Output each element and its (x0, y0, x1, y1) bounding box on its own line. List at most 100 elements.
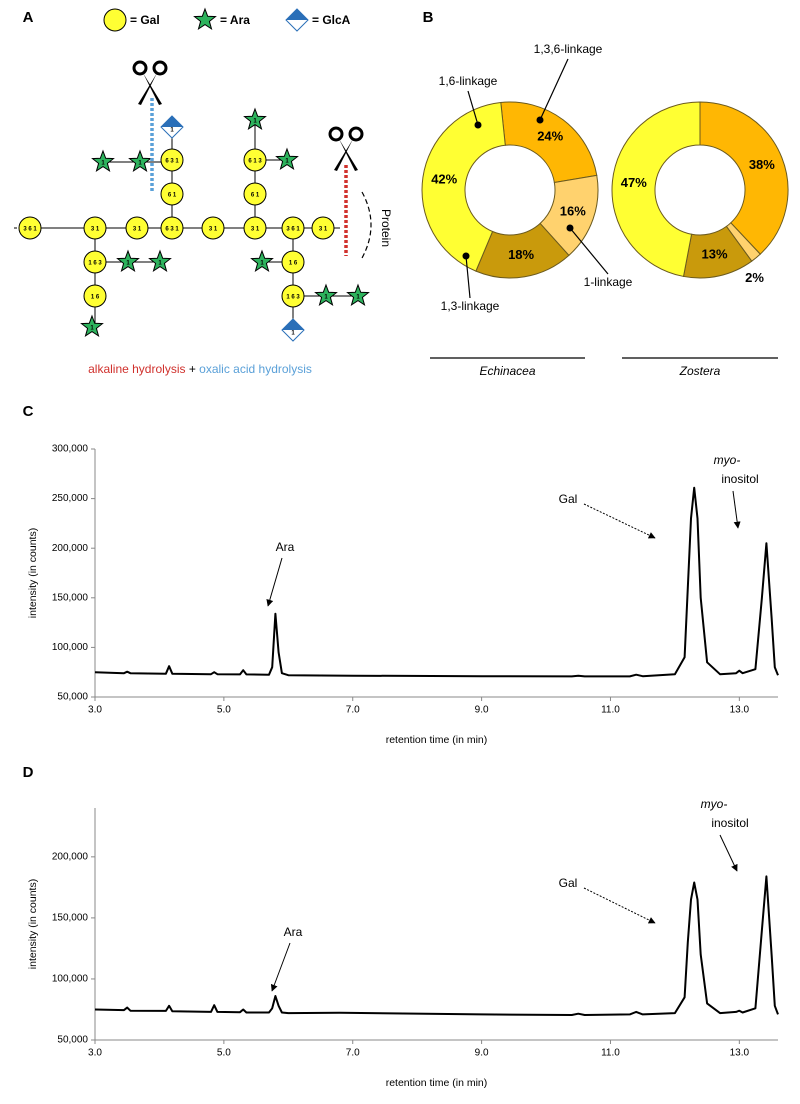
y-tick-label: 100,000 (52, 642, 89, 653)
gal-residue (83, 284, 107, 308)
x-tick-label: 3.0 (88, 705, 102, 716)
y-tick-label: 150,000 (52, 913, 89, 924)
pie-value-label: 38% (749, 157, 775, 172)
ara-residue (314, 283, 338, 307)
pie-value-label: 2% (745, 270, 764, 285)
annotation-arrow (266, 557, 283, 607)
residue-label: 3 1 (319, 227, 328, 233)
gal-residue (160, 182, 184, 206)
gal-residue (125, 216, 149, 240)
gal-residue (83, 250, 107, 274)
pie-category-label: 1,3,6-linkage (534, 42, 603, 56)
scissors-handle (328, 126, 344, 142)
chromatogram (94, 486, 779, 678)
scissors-handle (348, 126, 364, 142)
leader-dot (474, 121, 482, 129)
y-axis-label: intensity (in counts) (27, 528, 39, 618)
annotation-arrow (732, 490, 741, 529)
residue-label: 3 1 (91, 227, 100, 233)
y-axis-label: intensity (in counts) (27, 879, 39, 969)
peak-annotation: myo- (714, 453, 741, 467)
annotation-arrow (270, 942, 291, 992)
ara-residue (128, 149, 152, 173)
pie-value-label: 18% (508, 247, 534, 262)
x-tick-label: 11.0 (601, 705, 620, 716)
ara-residue (250, 249, 274, 273)
residue-label: 1 (356, 295, 360, 301)
x-tick-label: 3.0 (88, 1048, 102, 1059)
gal-residue (281, 216, 305, 240)
pie-title: Echinacea (479, 364, 535, 378)
residue-label: 1 (170, 128, 174, 134)
caption-part: + (189, 362, 199, 376)
leader-line (569, 227, 609, 275)
gal-residue (103, 8, 127, 32)
leader-line (465, 255, 471, 299)
peak-annotation: inositol (711, 816, 748, 830)
gal-residue (243, 216, 267, 240)
residue-label: 1 (324, 295, 328, 301)
leader-line (467, 90, 479, 126)
pie-slice (421, 101, 506, 272)
pie-category-label: 1,3-linkage (441, 299, 500, 313)
x-axis-label: retention time (in min) (386, 734, 488, 746)
protein-label: Protein (379, 209, 393, 247)
ara-residue (116, 249, 140, 273)
scissors-handle (152, 60, 168, 76)
ara-residue (193, 7, 217, 31)
residue-label: 1 (291, 331, 295, 337)
y-tick-label: 50,000 (57, 1035, 88, 1046)
gal-residue (281, 250, 305, 274)
residue-label: 1 6 3 (286, 295, 300, 301)
scissors-blade (334, 139, 353, 171)
scissors-blade (339, 139, 358, 171)
residue-label: 1 (126, 261, 130, 267)
y-tick-label: 200,000 (52, 543, 89, 554)
gal-residue (160, 148, 184, 172)
peak-annotation: myo- (701, 797, 728, 811)
caption-part: oxalic acid hydrolysis (199, 362, 312, 376)
x-tick-label: 9.0 (475, 1048, 489, 1059)
ara-residue (148, 249, 172, 273)
ara-residue (275, 147, 299, 171)
residue-label: 6 1 (168, 193, 177, 199)
leader-line (539, 58, 569, 121)
residue-label: 1 6 (91, 295, 100, 301)
residue-label: 3 1 (251, 227, 260, 233)
peak-annotation: inositol (721, 472, 758, 486)
gal-residue (18, 216, 42, 240)
residue-label: 1 (260, 261, 264, 267)
y-tick-label: 100,000 (52, 974, 89, 985)
residue-label: 6 3 1 (165, 159, 179, 165)
gal-residue (243, 182, 267, 206)
gal-residue (311, 216, 335, 240)
ara-residue (91, 149, 115, 173)
leader-dot (536, 116, 544, 124)
residue-label: 1 6 3 (88, 261, 102, 267)
x-tick-label: 13.0 (730, 705, 750, 716)
x-tick-label: 11.0 (601, 1048, 620, 1059)
scissors-blade (143, 73, 162, 105)
pie-slice (699, 101, 789, 255)
x-tick-label: 9.0 (475, 705, 489, 716)
peak-annotation: Gal (559, 876, 578, 890)
residue-label: 3 1 (133, 227, 142, 233)
x-tick-label: 5.0 (217, 1048, 231, 1059)
gal-residue (160, 216, 184, 240)
gal-residue (243, 148, 267, 172)
residue-label: 6 1 (251, 193, 260, 199)
panel-label: C (23, 403, 34, 420)
x-tick-label: 5.0 (217, 705, 231, 716)
glca-half (161, 116, 183, 127)
residue-label: 3 1 (209, 227, 218, 233)
pie-slice (611, 101, 701, 278)
ara-residue (243, 107, 267, 131)
residue-label: 1 (253, 119, 257, 125)
caption-part: alkaline hydrolysis (88, 362, 189, 376)
annotation-arrow (719, 834, 738, 872)
residue-label: 1 6 (289, 261, 298, 267)
protein-bracket (361, 191, 372, 259)
leader-dot (566, 224, 574, 232)
y-tick-label: 300,000 (52, 444, 89, 455)
